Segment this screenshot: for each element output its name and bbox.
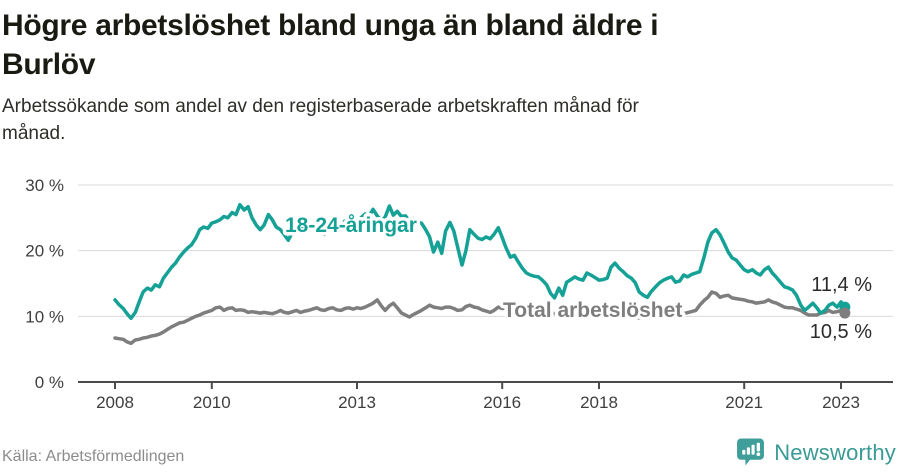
- exclamation-glyph: [756, 442, 761, 457]
- title-line-2: Burlöv: [2, 48, 96, 81]
- x-tick-label: 2013: [338, 393, 376, 412]
- series-label-Total arbetslöshet: Total arbetslöshet: [503, 299, 682, 322]
- subtitle-line-2: månad.: [2, 123, 66, 144]
- chart-subtitle: Arbetssökande som andel av den registerb…: [0, 84, 900, 147]
- title-line-1: Högre arbetslöshet bland unga än bland ä…: [2, 9, 659, 42]
- source-note: Källa: Arbetsförmedlingen: [2, 448, 185, 465]
- x-tick-label: 2008: [96, 393, 134, 412]
- bar-chart-glyph: [742, 444, 755, 455]
- x-tick-label: 2016: [483, 393, 521, 412]
- x-tick-label: 2010: [193, 393, 231, 412]
- series-line-18-24-åringar: [113, 202, 847, 321]
- newsworthy-wordmark: Newsworthy: [774, 439, 896, 465]
- page-title: Högre arbetslöshet bland unga än bland ä…: [0, 0, 900, 84]
- y-tick-label: 0 %: [35, 373, 64, 392]
- speech-bubble-shape: [737, 438, 765, 466]
- x-tick-label: 2023: [822, 393, 860, 412]
- end-dot-Total arbetslöshet: [839, 307, 851, 319]
- end-value-label-Total arbetslöshet: 10,5 %: [810, 321, 872, 343]
- y-tick-label: 30 %: [25, 176, 64, 195]
- x-tick-label: 2021: [725, 393, 763, 412]
- line-chart: 0 % 10 % 20 % 30 % 2008 2010 2013 2016 2018 2021 2…: [25, 176, 893, 412]
- series-label-18-24-åringar: 18-24-åringar: [285, 214, 417, 237]
- y-tick-label: 10 %: [25, 307, 64, 326]
- series-line-Total arbetslöshet: [113, 290, 847, 346]
- newsworthy-bubble-icon: [737, 438, 765, 466]
- newsworthy-logo[interactable]: Newsworthy: [735, 437, 896, 468]
- subtitle-line-1: Arbetssökande som andel av den registerb…: [2, 96, 639, 117]
- end-value-label-18-24-åringar: 11,4 %: [811, 274, 872, 296]
- x-tick-label: 2018: [580, 393, 618, 412]
- y-tick-label: 20 %: [25, 242, 64, 261]
